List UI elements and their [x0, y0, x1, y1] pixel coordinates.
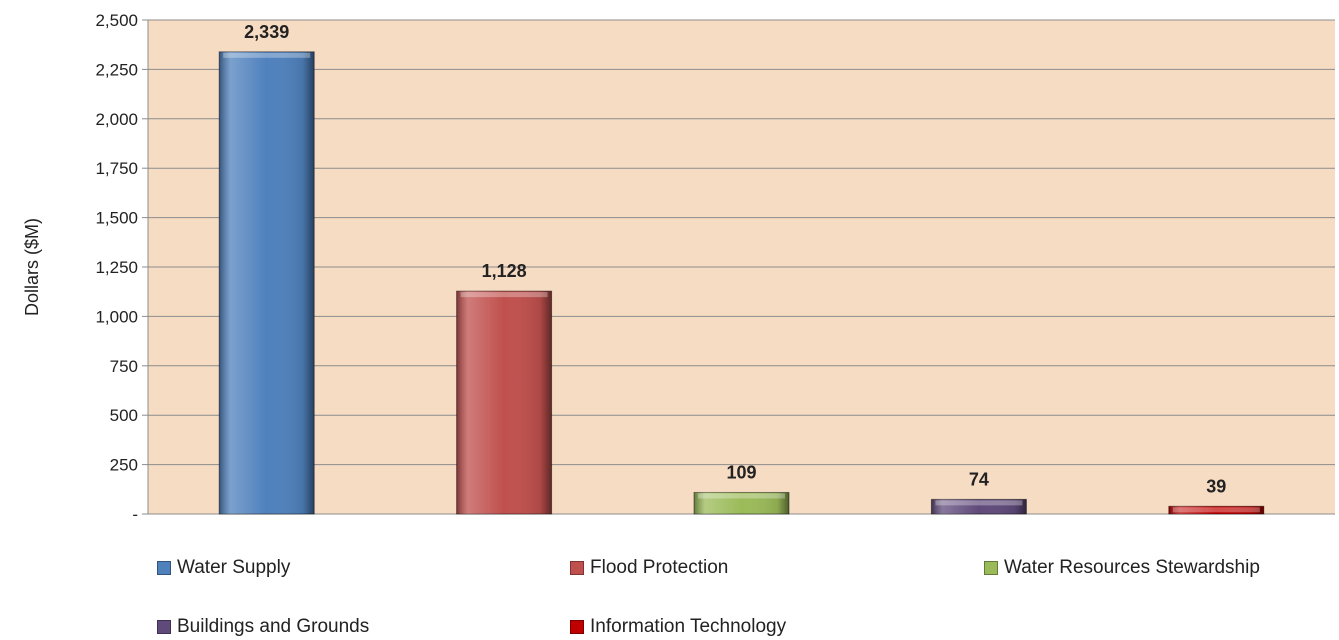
bar-bevel: [931, 499, 1027, 514]
bar-buildings-and-grounds: [930, 498, 1027, 515]
y-tick-label: 750: [110, 357, 138, 376]
bar-water-supply: [218, 51, 315, 515]
y-tick-label: 2,500: [95, 11, 138, 30]
data-label: 74: [969, 469, 989, 489]
data-label: 1,128: [482, 261, 527, 281]
bars: [218, 51, 1265, 515]
y-tick-label: -: [132, 505, 138, 524]
bar-top-highlight: [223, 52, 311, 58]
bar-bevel: [456, 291, 552, 514]
y-tick-label: 2,250: [95, 60, 138, 79]
bar-flood-protection: [456, 290, 553, 515]
y-tick-label: 1,750: [95, 159, 138, 178]
bar-water-resources-stewardship: [693, 491, 790, 515]
gridlines: [148, 19, 1335, 466]
data-label: 109: [726, 462, 756, 482]
bar-information-technology: [1168, 505, 1265, 515]
y-tick-label: 250: [110, 456, 138, 475]
data-labels: 2,339 1,128 109 74 39: [244, 22, 1226, 496]
bar-bevel: [694, 492, 789, 514]
bar-top-highlight: [460, 292, 548, 298]
y-tick-label: 2,000: [95, 110, 138, 129]
data-label: 2,339: [244, 22, 289, 42]
y-tick-label: 1,000: [95, 307, 138, 326]
y-axis-label: Dollars ($M): [22, 218, 42, 316]
bar-bevel: [219, 51, 315, 514]
y-tick-label: 1,500: [95, 209, 138, 228]
y-tick-label: 500: [110, 406, 138, 425]
bar-top-highlight: [935, 500, 1023, 506]
y-tick-label: 1,250: [95, 258, 138, 277]
data-label: 39: [1206, 476, 1226, 496]
bar-top-highlight: [698, 493, 785, 499]
bar-bevel: [1168, 506, 1264, 514]
y-axis: - 250 500 750 1,000 1,250 1,500 1,750 2,000 2,250…: [95, 11, 1335, 524]
bar-top-highlight: [1172, 507, 1260, 513]
